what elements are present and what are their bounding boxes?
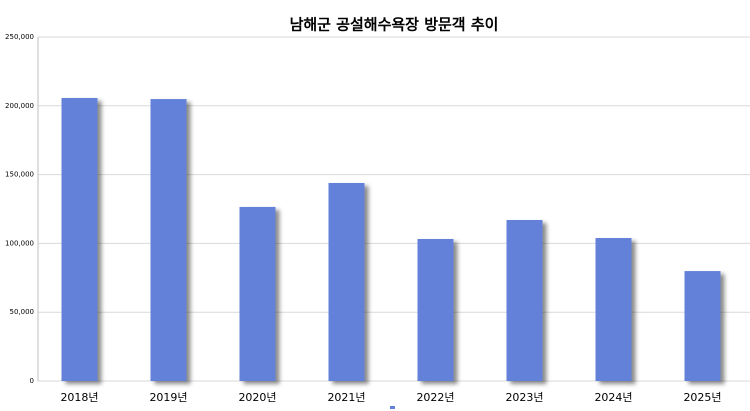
y-tick-label: 0 xyxy=(30,377,34,385)
legend-swatch xyxy=(390,406,395,409)
x-tick-label: 2023년 xyxy=(505,391,543,404)
y-tick-label: 250,000 xyxy=(5,33,34,41)
bar xyxy=(506,220,543,381)
bar xyxy=(239,206,276,381)
chart-title: 남해군 공설해수욕장 방문객 추이 xyxy=(290,16,499,34)
y-tick-label: 150,000 xyxy=(5,171,34,179)
bar xyxy=(684,271,721,381)
x-tick-label: 2018년 xyxy=(60,391,98,404)
bar xyxy=(328,182,365,381)
bar xyxy=(417,238,454,381)
y-tick-label: 100,000 xyxy=(5,239,34,247)
bar xyxy=(595,238,632,381)
y-tick-label: 200,000 xyxy=(5,102,34,110)
y-tick-label: 50,000 xyxy=(10,308,35,316)
x-tick-label: 2020년 xyxy=(238,391,276,404)
x-tick-label: 2024년 xyxy=(594,391,632,404)
bar xyxy=(150,99,187,381)
x-tick-label: 2021년 xyxy=(327,391,365,404)
x-tick-label: 2025년 xyxy=(683,391,721,404)
x-tick-label: 2022년 xyxy=(416,391,454,404)
bar xyxy=(61,97,98,382)
x-tick-label: 2019년 xyxy=(149,391,187,404)
